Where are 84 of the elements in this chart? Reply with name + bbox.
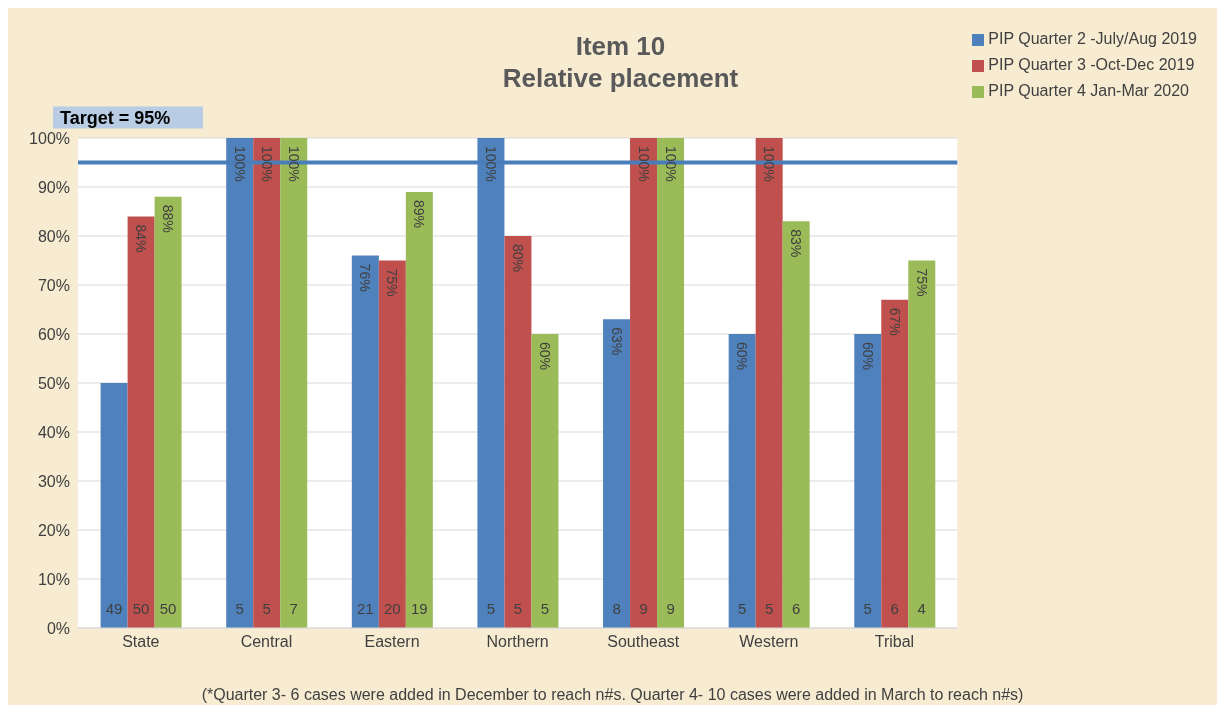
annotation: 49 [105, 600, 123, 617]
y-tick-label: 90% [37, 178, 70, 196]
x-tick-label: Western [739, 633, 799, 651]
annotation: 20 [383, 600, 401, 617]
annotation: 7 [289, 600, 298, 617]
annotation: 4 [917, 600, 926, 617]
bar [782, 221, 810, 628]
data-label: 84% [133, 224, 150, 253]
data-label: 100% [285, 146, 302, 182]
data-label: 75% [913, 268, 930, 297]
bar [603, 319, 631, 628]
data-label: 89% [411, 199, 428, 228]
data-label: 83% [788, 229, 805, 258]
bar [154, 196, 182, 628]
data-label: 63% [608, 327, 625, 356]
bar [405, 191, 433, 628]
data-label: 75% [384, 268, 401, 297]
y-tick-label: 20% [37, 521, 70, 539]
annotation: 50 [159, 600, 177, 617]
data-label: 88% [160, 204, 177, 233]
annotation: 5 [540, 600, 550, 617]
x-tick-label: State [122, 633, 160, 651]
y-tick-label: 60% [37, 325, 70, 343]
x-tick-label: Northern [486, 633, 549, 651]
annotation: 5 [765, 600, 774, 617]
bar [854, 334, 882, 628]
annotation: 6 [890, 600, 899, 617]
data-label: 100% [482, 146, 499, 182]
bar [908, 260, 936, 628]
x-tick-label: Eastern [364, 633, 420, 651]
data-label: 67% [886, 307, 903, 336]
ref-line-label: Target = 95% [60, 107, 171, 128]
data-label: 60% [536, 342, 553, 371]
data-label: 60% [859, 342, 876, 371]
data-label: 80% [509, 244, 526, 273]
legend-label: PIP Quarter 4 Jan-Mar 2020 [988, 82, 1189, 99]
data-label: 60% [734, 342, 751, 371]
y-tick-label: 40% [37, 423, 70, 441]
data-label: 100% [258, 146, 275, 182]
legend-label: PIP Quarter 2 -July/Aug 2019 [988, 30, 1197, 47]
y-tick-label: 50% [37, 374, 70, 392]
annotation: 8 [612, 600, 621, 617]
legend-label: PIP Quarter 3 -Oct-Dec 2019 [988, 56, 1195, 73]
bar [755, 138, 783, 628]
data-label: 100% [662, 146, 679, 182]
x-tick-label: Central [240, 633, 293, 651]
y-tick-label: 100% [29, 129, 70, 147]
annotation: 5 [235, 600, 244, 617]
bar [253, 138, 281, 628]
text: (*Quarter 3- 6 cases were added in December to reach n#s. Quarter 4- 10 cases were added in March to reach n#s) [200, 686, 1025, 704]
bar [504, 236, 532, 628]
bar [531, 334, 559, 628]
bar [881, 299, 909, 628]
y-tick-label: 10% [37, 570, 70, 588]
bar [728, 334, 756, 628]
chart-title: Item 10 Relative placement [502, 31, 739, 93]
annotation: 50 [132, 600, 150, 617]
data-label: 76% [357, 263, 374, 292]
annotation: 9 [639, 600, 648, 617]
y-tick-label: 80% [37, 227, 70, 245]
annotation: 5 [863, 600, 872, 617]
annotation: 5 [486, 600, 496, 617]
y-tick-label: 70% [37, 276, 70, 294]
bar [378, 260, 406, 628]
data-label: 100% [635, 146, 652, 182]
x-tick-label: Southeast [607, 633, 680, 651]
annotation: 6 [792, 600, 801, 617]
annotation: 5 [738, 600, 747, 617]
annotation: 21 [356, 600, 374, 617]
bar [100, 383, 128, 628]
data-label: 100% [231, 146, 248, 182]
annotation: 9 [666, 600, 675, 617]
annotation: 5 [262, 600, 271, 617]
y-tick-label: 30% [37, 472, 70, 490]
y-tick-label: 0% [46, 619, 70, 637]
data-label: 100% [761, 146, 778, 182]
annotation: 19 [410, 600, 428, 617]
bar [351, 255, 379, 628]
bar [630, 138, 658, 628]
annotation: 5 [513, 600, 523, 617]
x-tick-label: Tribal [874, 633, 915, 651]
bar [280, 138, 308, 628]
bar [657, 138, 685, 628]
bar [127, 216, 155, 628]
